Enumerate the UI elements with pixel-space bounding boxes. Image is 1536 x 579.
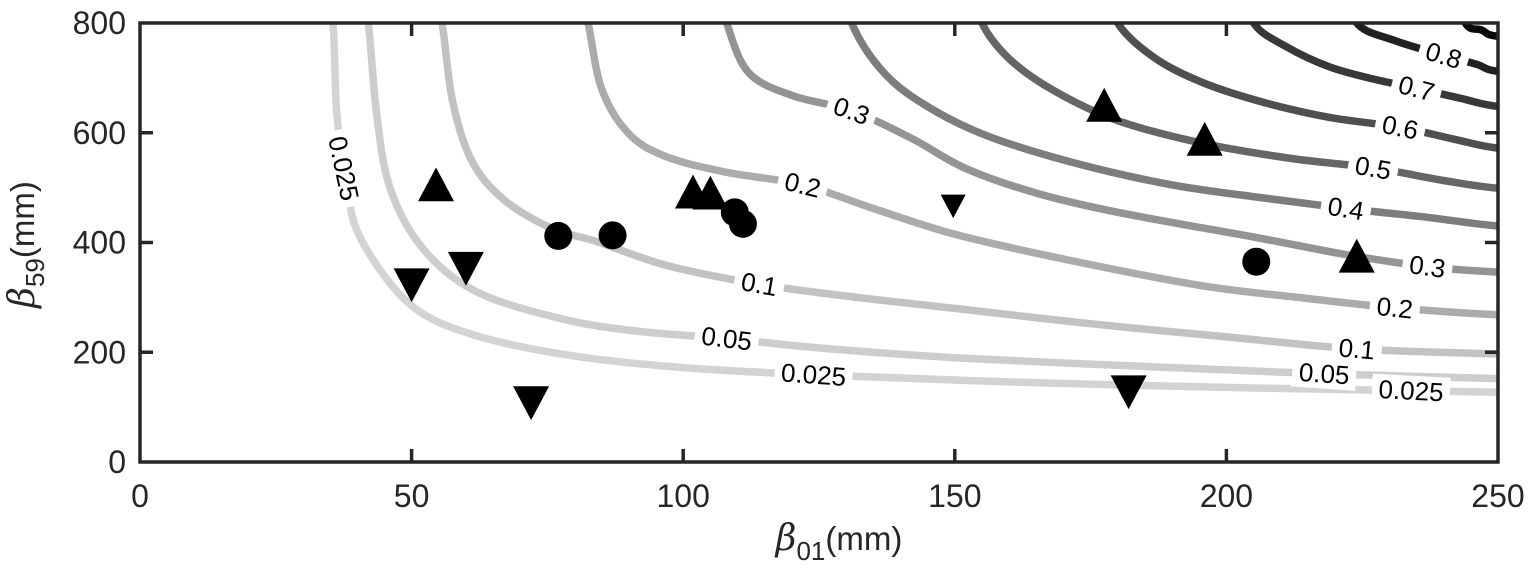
contour-label-gap (773, 357, 854, 393)
x-tick-label: 200 (1200, 478, 1253, 514)
contour-label-text: 0.025 (1378, 374, 1445, 407)
contour-label-0.2: 0.2 (1368, 290, 1422, 326)
contour-label-text: 0.1 (739, 266, 780, 302)
marker-triangle-down (513, 386, 550, 421)
y-tick-label: 800 (73, 5, 126, 41)
y-tick-label: 600 (73, 115, 126, 151)
contour-label-gap (693, 319, 761, 358)
contour-label-0.3: 0.3 (822, 88, 881, 134)
contour-label-0.8: 0.8 (1415, 33, 1472, 78)
contour-label-0.025: 0.025 (1371, 373, 1451, 408)
marker-triangle-up (1086, 87, 1123, 122)
contour-label-0.05: 0.05 (1291, 356, 1358, 391)
x-tick-label: 100 (657, 478, 710, 514)
y-axis-title: β59(mm) (2, 181, 50, 310)
marker-triangle-up (692, 175, 729, 210)
contour-label-0.05: 0.05 (693, 319, 761, 358)
marker-triangle-down (1110, 375, 1147, 410)
marker-triangle-down (393, 268, 430, 303)
contour-line-0.05 (364, 23, 1498, 383)
marker-triangle-up (1338, 238, 1375, 273)
axes (138, 21, 1500, 464)
contour-label-text: 0.2 (1375, 291, 1414, 325)
x-tick-label: 150 (928, 478, 981, 514)
contour-label-text: 0.3 (1407, 249, 1447, 284)
contour-label-gap (1330, 331, 1384, 367)
contour-label-gap (1400, 248, 1455, 285)
contour-label-0.5: 0.5 (1345, 148, 1401, 188)
marker-triangle-down-small (940, 194, 966, 219)
contour-label-text: 0.1 (1337, 332, 1376, 365)
marker-circle (598, 221, 627, 250)
x-tick-label: 250 (1471, 478, 1524, 514)
contour-label-0.2: 0.2 (774, 164, 831, 206)
contour-label-text: 0.7 (1395, 69, 1438, 107)
contour-label-gap (1388, 67, 1445, 110)
contour-label-gap (1371, 373, 1451, 408)
x-tick-label: 50 (394, 478, 430, 514)
contour-label-gap (1291, 356, 1358, 391)
y-tick-label: 400 (73, 225, 126, 261)
contour-line-0.4 (847, 23, 1498, 230)
contour-label-gap (731, 265, 787, 304)
contour-label-text: 0.5 (1353, 150, 1394, 186)
marker-triangle-up (418, 167, 455, 202)
contour-label-text: 0.025 (780, 357, 847, 391)
contour-label-0.4: 0.4 (1318, 189, 1373, 228)
contour-line-0.9 (1461, 23, 1498, 40)
contour-label-text: 0.05 (700, 321, 754, 357)
contour-line-0.6 (1113, 23, 1498, 152)
marker-circle (544, 221, 573, 250)
y-tick-label: 200 (73, 334, 126, 370)
contour-label-0.025: 0.025 (773, 357, 854, 393)
marker-triangle-down (447, 251, 484, 286)
contour-label-0.3: 0.3 (1400, 248, 1455, 285)
contour-line-0.7 (1249, 23, 1498, 111)
scatter-markers (393, 87, 1375, 421)
contour-label-0.025: 0.025 (320, 127, 367, 210)
contour-label-text: 0.4 (1326, 191, 1366, 226)
x-tick-label: 0 (131, 478, 149, 514)
contour-label-text: 0.025 (322, 133, 365, 203)
contour-label-gap (1368, 290, 1422, 326)
contour-label-gap (1318, 189, 1373, 228)
tick-labels: 0 50 100 150 200 250 0 200 400 600 800 (73, 5, 1525, 514)
contour-label-gap (1372, 107, 1428, 147)
contour-label-0.6: 0.6 (1372, 107, 1428, 147)
contour-label-gap (320, 127, 367, 210)
y-tick-label: 0 (108, 444, 126, 480)
contour-label-gap (774, 164, 831, 206)
marker-triangle-up (1186, 121, 1223, 156)
contour-label-gap (822, 88, 881, 134)
contour-label-gap (1345, 148, 1401, 188)
marker-circle (728, 209, 757, 238)
contour-label-0.1: 0.1 (731, 265, 787, 304)
contour-label-text: 0.2 (782, 166, 824, 204)
contour-label-0.7: 0.7 (1388, 67, 1445, 110)
x-axis-title: β01(mm) (774, 518, 903, 566)
marker-circle (1242, 247, 1271, 276)
contour-label-gap (1415, 33, 1472, 78)
contour-label-0.1: 0.1 (1330, 331, 1384, 367)
contour-label-text: 0.6 (1380, 109, 1421, 145)
